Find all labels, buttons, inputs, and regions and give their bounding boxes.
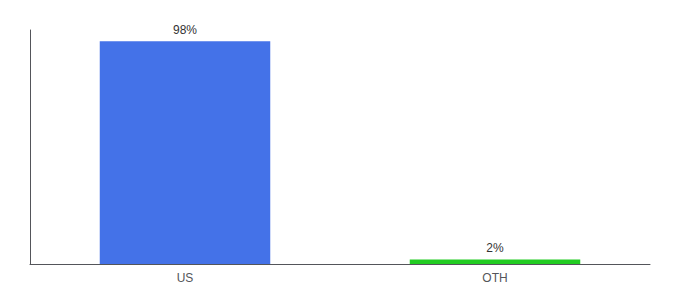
- svg-text:OTH: OTH: [482, 271, 507, 285]
- svg-text:2%: 2%: [486, 241, 504, 255]
- svg-text:98%: 98%: [173, 23, 197, 37]
- svg-text:US: US: [177, 271, 194, 285]
